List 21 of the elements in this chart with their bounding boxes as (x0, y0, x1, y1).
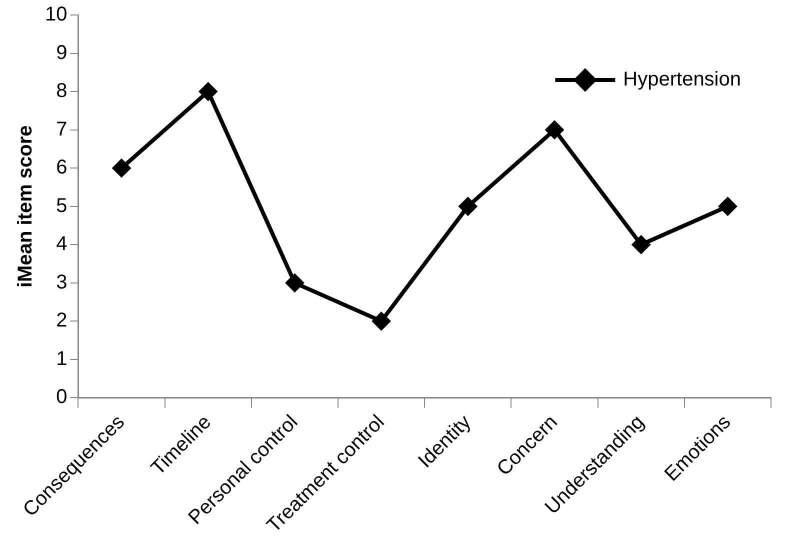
point (458, 196, 478, 216)
y-tick-label: 9 (56, 42, 68, 64)
point (632, 235, 651, 254)
point (285, 273, 304, 292)
y-axis-title: iMean item score (14, 125, 37, 288)
y-tick-label: 1 (56, 348, 68, 370)
y-tick-label: 8 (56, 80, 68, 102)
point (372, 312, 391, 331)
y-tick-label: 7 (56, 118, 68, 140)
point (718, 196, 738, 216)
y-tick-label: 6 (56, 156, 68, 179)
point (198, 82, 218, 102)
point (112, 158, 132, 178)
y-tick-label: 5 (56, 194, 68, 217)
y-tick-label: 10 (44, 4, 68, 26)
y-tick-label: 4 (56, 233, 68, 256)
y-tick-label: 3 (56, 271, 68, 294)
y-tick-label: 0 (56, 386, 68, 408)
legend-label: Hypertension (623, 68, 741, 91)
point (545, 120, 564, 140)
y-tick-label: 2 (56, 310, 68, 332)
